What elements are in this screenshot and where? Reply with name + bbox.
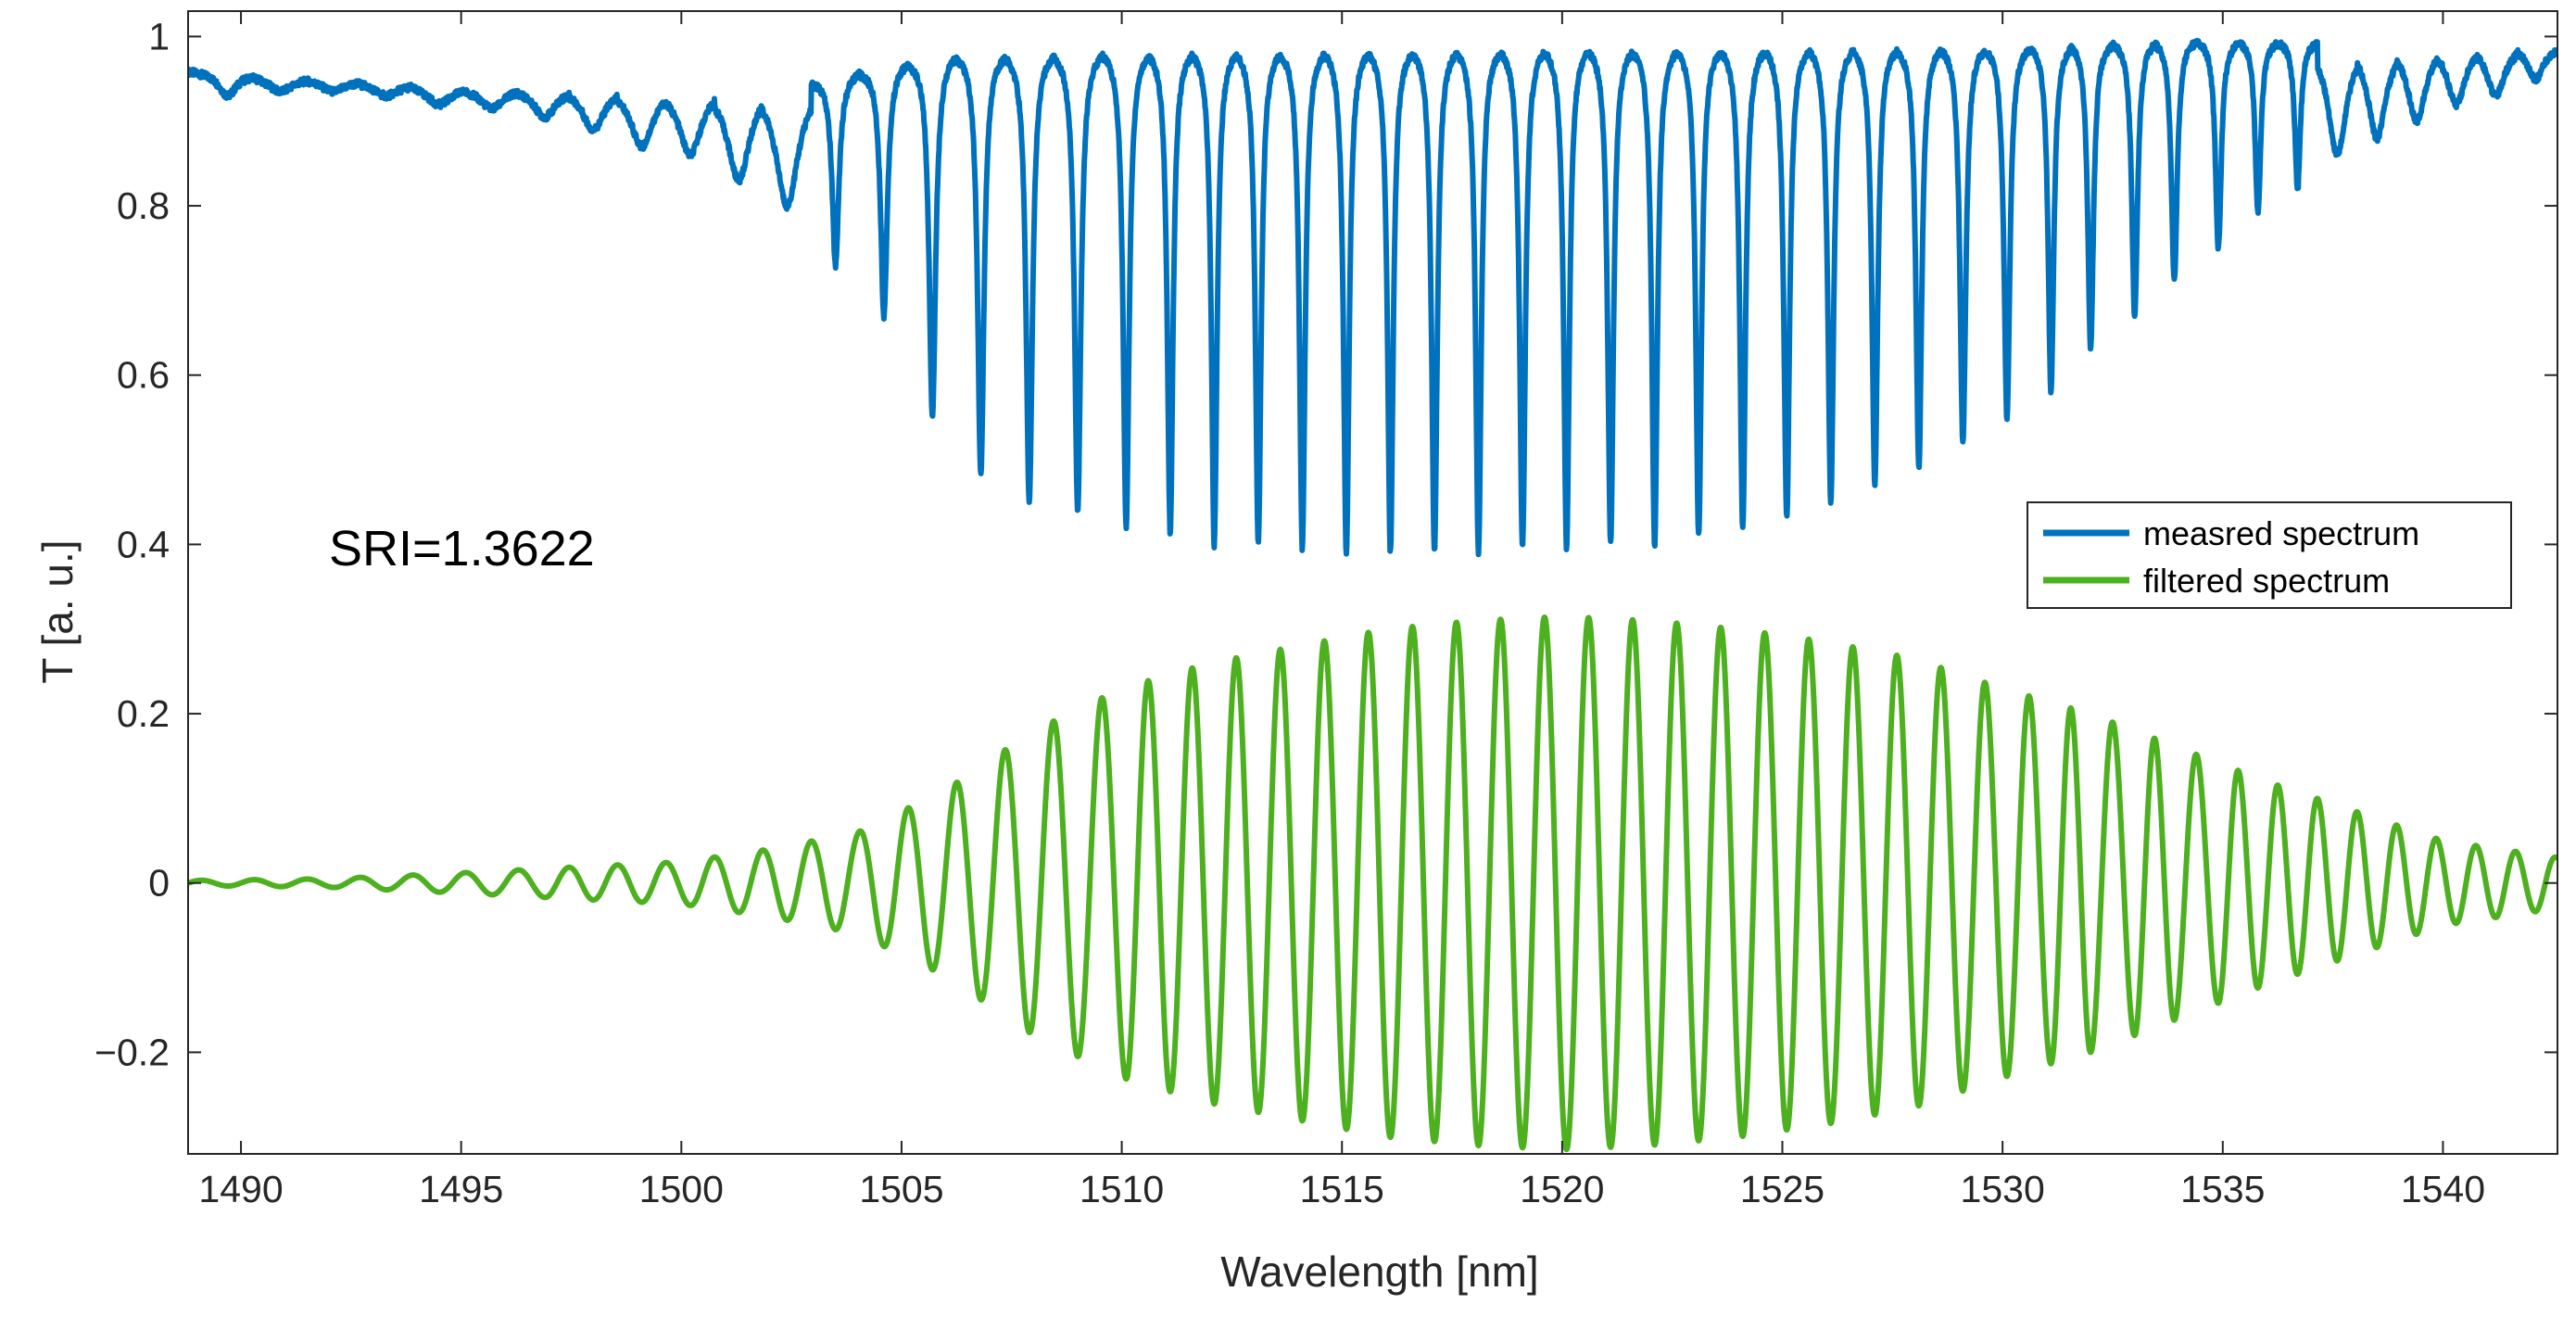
legend-box	[2027, 501, 2512, 609]
y-tick-label: 0.4	[117, 523, 170, 565]
legend-label-measured: measred spectrum	[2143, 514, 2419, 552]
y-tick-label: −0.2	[95, 1031, 170, 1073]
x-tick-label: 1540	[2401, 1168, 2485, 1210]
axes-box	[187, 10, 2558, 1155]
legend: measred spectrum filtered spectrum	[2027, 501, 2512, 609]
x-tick-label: 1495	[419, 1168, 503, 1210]
x-tick-label: 1530	[1961, 1168, 2045, 1210]
legend-label-filtered: filtered spectrum	[2143, 562, 2390, 600]
y-tick-label: 1	[148, 15, 170, 57]
y-tick-label: 0.6	[117, 354, 170, 397]
x-tick-label: 1525	[1740, 1168, 1825, 1210]
series-measured-line	[188, 37, 2557, 558]
series-filtered-line	[188, 614, 2557, 1153]
x-tick-label: 1515	[1300, 1168, 1384, 1210]
sri-annotation: SRI=1.3622	[329, 521, 595, 576]
x-tick-label: 1520	[1520, 1168, 1604, 1210]
x-axis-label: Wavelength [nm]	[1220, 1247, 1538, 1296]
x-tick-label: 1505	[859, 1168, 943, 1210]
y-tick-label: 0	[148, 862, 170, 905]
y-axis-label: T [a. u.]	[33, 539, 82, 683]
y-tick-label: 0.8	[117, 184, 170, 227]
x-tick-label: 1490	[198, 1168, 283, 1210]
x-tick-label: 1510	[1080, 1168, 1164, 1210]
x-tick-label: 1500	[639, 1168, 724, 1210]
x-tick-label: 1535	[2180, 1168, 2265, 1210]
y-tick-label: 0.2	[117, 692, 170, 735]
